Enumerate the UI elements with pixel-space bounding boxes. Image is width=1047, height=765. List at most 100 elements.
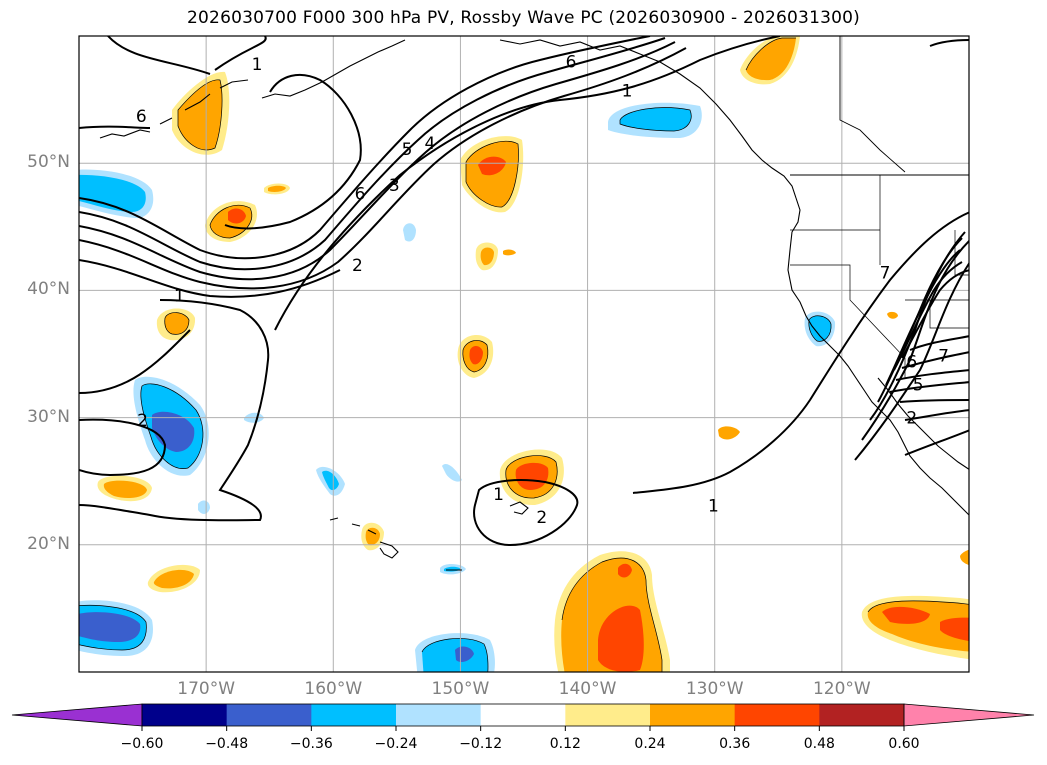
colorbar-tick-label: −0.36 [289,736,333,752]
island-hawaii [329,517,462,571]
longitude-label: 140°W [558,679,617,699]
contour-label: 6 [136,107,147,127]
latitude-label: 20°N [27,533,70,554]
contour-label: 1 [493,485,504,505]
pv-contour [79,259,341,298]
shaded-anomalies [79,36,969,672]
colorbar-tick-label: 0.48 [803,736,835,752]
anomaly-negative [79,174,146,212]
anomaly-positive [469,346,483,365]
pv-contour [79,329,191,394]
anomaly-positive [618,563,632,578]
anomaly-positive [103,480,147,498]
anomaly-negative [79,612,141,642]
contour-label: 2 [906,409,917,429]
contour-label: 5 [402,140,413,160]
pv-contour [79,299,270,522]
pv-contour [899,399,969,403]
anomaly-negative [198,500,210,514]
anomaly-positive [887,311,898,319]
border-alaska-canada [839,36,906,173]
pv-contour [79,47,687,290]
anomaly-negative [455,646,474,662]
pv-contour [107,36,211,75]
anomaly-negative [808,315,832,342]
colorbar-segment [819,704,905,726]
latitude-label: 50°N [27,152,70,173]
pv-contour [79,37,666,271]
colorbar-extend-min [11,703,143,727]
contour-label: 5 [913,376,924,396]
anomaly-outlines [79,37,969,672]
anomaly-positive [178,79,223,150]
pv-contour [895,369,969,381]
coastline-aleutians [99,39,406,139]
pv-contour [904,429,969,456]
anomaly-negative [152,411,195,452]
state-borders [790,175,969,378]
pv-contour [79,125,151,129]
colorbar-tick-label: −0.12 [459,736,503,752]
colorbar-segment [226,704,312,726]
longitude-label: 150°W [431,679,490,699]
colorbar-segment [396,704,482,726]
anomaly-positive [515,462,549,490]
anomaly-negative [422,638,488,672]
colorbar [11,703,1035,731]
anomaly-positive [503,249,516,256]
colorbar-segment [734,704,820,726]
contour-label: 6 [355,185,366,205]
pv-contour [889,381,969,393]
contour-label: 2 [352,256,363,276]
map-frame [78,35,970,673]
coastline-west-coast [787,197,969,516]
anomaly-negative [322,470,339,491]
anomaly-positive [478,156,506,176]
colorbar-tick-label: 0.60 [888,736,920,752]
pv-contour [854,261,969,461]
longitude-label: 120°W [812,679,871,699]
pv-contour [929,39,969,47]
pv-contour [473,479,579,547]
pv-contour [632,211,969,494]
gridlines [79,36,969,672]
contour-label: 1 [174,286,185,306]
colorbar-tick-label: 0.24 [634,736,666,752]
anomaly-negative [620,107,692,131]
pv-contour [79,36,651,260]
contour-label: 3 [389,176,400,196]
colorbar-tick-label: −0.60 [120,736,164,752]
pv-contour [909,335,969,351]
figure-title: 2026030700 F000 300 hPa PV, Rossby Wave … [187,8,860,28]
colorbar-segment [565,704,651,726]
colorbar-tick-label: −0.48 [205,736,249,752]
anomaly-positive [268,185,286,192]
longitude-label: 170°W [177,679,236,699]
anomaly-positive [365,527,380,546]
coastline-baja [877,377,969,470]
pv-contour [861,239,969,441]
anomaly-negative [442,463,462,482]
latitude-label: 40°N [27,279,70,300]
colorbar-segment [142,704,228,726]
colorbar-segment [311,704,397,726]
colorbar-segment [480,704,566,726]
anomaly-positive [718,426,740,440]
coastline-alaska-south [499,39,797,199]
colorbar-tick-label: 0.12 [549,736,581,752]
contour-label: 7 [880,264,891,284]
anomaly-positive [153,569,194,589]
pv-contour [79,41,676,281]
contour-label: 1 [708,496,719,516]
anomaly-positive [882,606,930,624]
pv-contour [274,36,781,331]
latitude-label: 30°N [27,406,70,427]
pv-contour [885,249,961,386]
anomaly-negative [403,223,416,242]
contour-label: 4 [425,134,436,154]
colorbar-tick-label: −0.24 [374,736,418,752]
contour-label: 7 [938,346,949,366]
